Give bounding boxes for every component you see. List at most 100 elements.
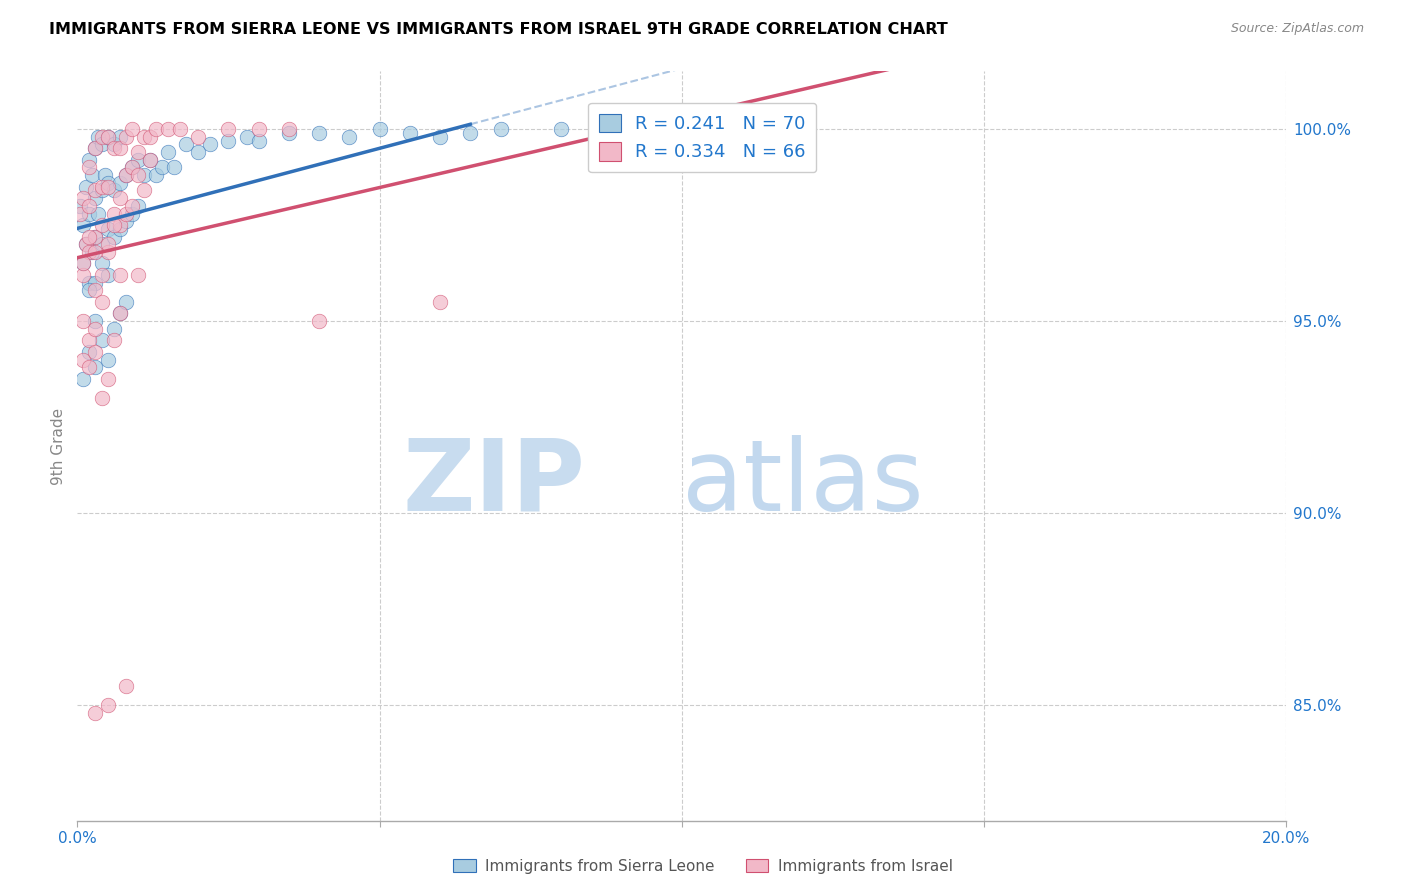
Point	[121, 161, 143, 175]
Point	[139, 153, 162, 167]
Point	[139, 153, 162, 167]
Point	[308, 126, 330, 140]
Point	[96, 698, 118, 713]
Point	[87, 206, 110, 220]
Point	[187, 145, 209, 159]
Point	[114, 214, 136, 228]
Point	[79, 244, 101, 259]
Point	[114, 679, 136, 693]
Point	[90, 294, 112, 309]
Point	[337, 129, 360, 144]
Point	[610, 122, 633, 136]
Point	[127, 199, 149, 213]
Point	[103, 322, 125, 336]
Legend: R = 0.241   N = 70, R = 0.334   N = 66: R = 0.241 N = 70, R = 0.334 N = 66	[588, 103, 817, 172]
Point	[84, 276, 107, 290]
Point	[108, 268, 131, 282]
Point	[75, 179, 97, 194]
Point	[84, 229, 107, 244]
Point	[84, 314, 107, 328]
Point	[79, 229, 101, 244]
Point	[247, 134, 270, 148]
Point	[96, 222, 118, 236]
Point	[671, 122, 693, 136]
Point	[90, 237, 112, 252]
Text: atlas: atlas	[682, 435, 924, 532]
Text: ZIP: ZIP	[402, 435, 585, 532]
Point	[90, 256, 112, 270]
Point	[79, 199, 101, 213]
Point	[84, 141, 107, 155]
Point	[90, 184, 112, 198]
Point	[368, 122, 391, 136]
Point	[121, 199, 143, 213]
Point	[96, 129, 118, 144]
Point	[792, 122, 814, 136]
Point	[278, 122, 301, 136]
Point	[247, 122, 270, 136]
Point	[96, 176, 118, 190]
Point	[127, 168, 149, 182]
Point	[108, 129, 131, 144]
Point	[90, 129, 112, 144]
Point	[96, 129, 118, 144]
Point	[103, 334, 125, 348]
Point	[127, 145, 149, 159]
Point	[103, 184, 125, 198]
Point	[72, 191, 94, 205]
Point	[108, 191, 131, 205]
Point	[200, 137, 222, 152]
Point	[103, 141, 125, 155]
Point	[127, 268, 149, 282]
Point	[114, 168, 136, 182]
Point	[429, 129, 451, 144]
Point	[108, 176, 131, 190]
Point	[75, 237, 97, 252]
Point	[174, 137, 197, 152]
Point	[121, 122, 143, 136]
Point	[90, 268, 112, 282]
Y-axis label: 9th Grade: 9th Grade	[51, 408, 66, 484]
Point	[84, 706, 107, 720]
Point	[79, 206, 101, 220]
Point	[84, 344, 107, 359]
Point	[90, 218, 112, 232]
Point	[90, 334, 112, 348]
Point	[458, 126, 481, 140]
Point	[90, 391, 112, 405]
Point	[169, 122, 191, 136]
Point	[96, 372, 118, 386]
Point	[84, 284, 107, 298]
Point	[235, 129, 257, 144]
Point	[157, 145, 180, 159]
Point	[145, 168, 167, 182]
Point	[96, 179, 118, 194]
Point	[72, 314, 94, 328]
Point	[79, 360, 101, 375]
Point	[278, 126, 301, 140]
Point	[84, 322, 107, 336]
Point	[114, 206, 136, 220]
Point	[96, 237, 118, 252]
Point	[84, 184, 107, 198]
Text: Source: ZipAtlas.com: Source: ZipAtlas.com	[1230, 22, 1364, 36]
Point	[139, 129, 162, 144]
Point	[93, 168, 115, 182]
Point	[72, 256, 94, 270]
Point	[187, 129, 209, 144]
Point	[84, 360, 107, 375]
Point	[218, 134, 240, 148]
Point	[132, 129, 155, 144]
Point	[308, 314, 330, 328]
Point	[84, 191, 107, 205]
Point	[103, 137, 125, 152]
Point	[218, 122, 240, 136]
Point	[121, 161, 143, 175]
Point	[108, 218, 131, 232]
Point	[103, 218, 125, 232]
Point	[108, 306, 131, 320]
Point	[96, 244, 118, 259]
Point	[108, 306, 131, 320]
Point	[84, 244, 107, 259]
Point	[163, 161, 186, 175]
